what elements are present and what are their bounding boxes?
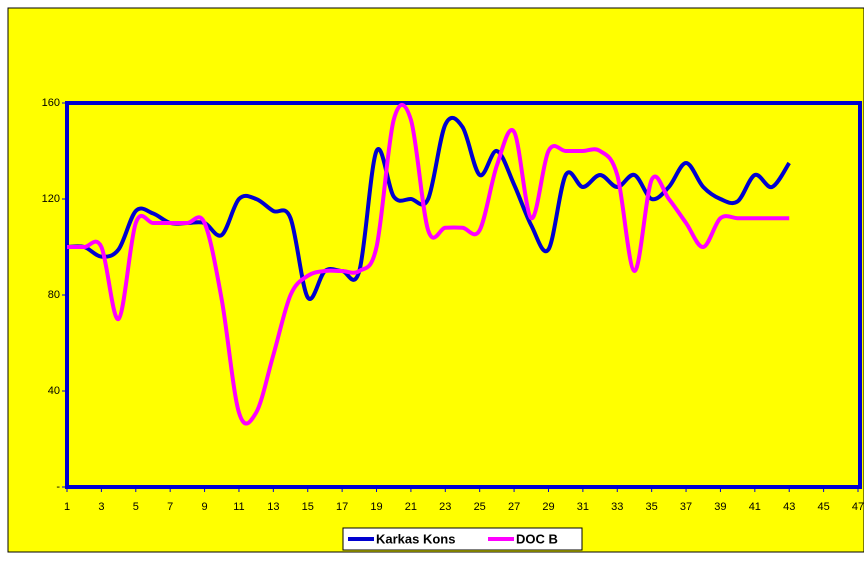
x-tick-label: 41 — [749, 501, 761, 513]
x-tick-label: 1 — [64, 501, 70, 513]
y-tick-label: - — [56, 481, 60, 493]
x-tick-label: 45 — [817, 501, 829, 513]
x-tick-label: 35 — [646, 501, 658, 513]
x-tick-label: 19 — [370, 501, 382, 513]
y-tick-label: 40 — [48, 385, 60, 397]
series-line — [67, 102, 790, 426]
x-tick-label: 37 — [680, 501, 692, 513]
x-tick-label: 33 — [611, 501, 623, 513]
y-tick-label: 120 — [42, 193, 60, 205]
x-tick-label: 17 — [336, 501, 348, 513]
x-tick-label: 21 — [405, 501, 417, 513]
x-tick-label: 31 — [577, 501, 589, 513]
legend — [342, 527, 583, 551]
x-tick-label: 13 — [267, 501, 279, 513]
x-tick-label: 7 — [167, 501, 173, 513]
x-tick-label: 15 — [302, 501, 314, 513]
x-tick-label: 39 — [714, 501, 726, 513]
x-tick-label: 3 — [98, 501, 104, 513]
legend-label: Karkas Kons — [376, 531, 455, 546]
x-tick-label: 25 — [474, 501, 486, 513]
x-tick-label: 9 — [202, 501, 208, 513]
plot-area — [65, 101, 862, 489]
x-tick-label: 11 — [233, 501, 244, 513]
y-tick-label: 80 — [48, 289, 60, 301]
x-tick-label: 23 — [439, 501, 451, 513]
x-tick-label: 27 — [508, 501, 520, 513]
x-tick-label: 47 — [852, 501, 864, 513]
x-tick-label: 29 — [542, 501, 554, 513]
x-tick-label: 5 — [133, 501, 139, 513]
y-tick-label: 160 — [42, 97, 60, 109]
x-tick-label: 43 — [783, 501, 795, 513]
legend-label: DOC B — [516, 531, 558, 546]
